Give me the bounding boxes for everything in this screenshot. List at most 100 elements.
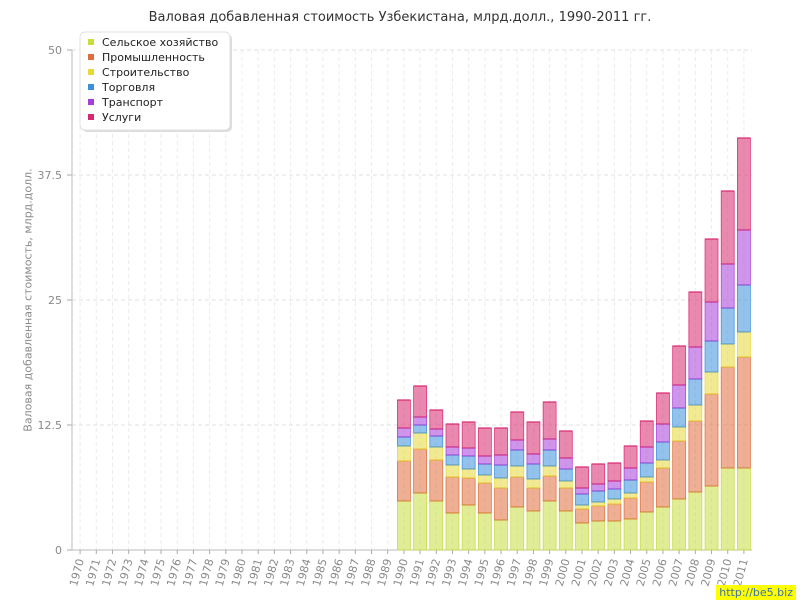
bar-segment [591, 520, 606, 551]
bar-segment [542, 475, 557, 502]
bar-segment [494, 519, 508, 551]
legend-label: Услуги [102, 111, 141, 124]
bar-segment [720, 307, 735, 345]
bar-segment [639, 420, 654, 448]
bar-segment [542, 500, 557, 551]
bar-segment [607, 480, 622, 490]
bar-segment [704, 371, 719, 395]
bar-segment [688, 404, 703, 422]
bar-segment [494, 427, 508, 456]
bar-segment [542, 438, 557, 451]
legend-box [79, 31, 231, 131]
bar-segment [477, 474, 492, 484]
bar-segment [639, 511, 654, 551]
bar-segment [397, 436, 411, 447]
bar-segment [672, 426, 687, 442]
bar-segment [656, 459, 670, 469]
bar-segment [737, 229, 751, 286]
bar-segment [720, 343, 735, 368]
bar-segment [704, 393, 719, 487]
bar-segment [720, 366, 735, 469]
bar-segment [558, 487, 573, 512]
bar-segment [494, 487, 508, 521]
bar-segment [526, 510, 541, 551]
bar-segment [607, 503, 622, 522]
bar-segment [542, 449, 557, 467]
bar-segment [461, 468, 476, 479]
bar-segment [737, 284, 751, 333]
legend-swatch [88, 69, 94, 75]
bar-segment [526, 478, 541, 489]
bar-segment [672, 345, 687, 386]
y-tick-label: 12.5 [38, 419, 63, 432]
bar-segment [494, 464, 508, 479]
legend-label: Сельское хозяйство [102, 36, 218, 49]
bar-segment [575, 508, 589, 524]
bar-segment [672, 498, 687, 551]
bar-segment [558, 480, 573, 489]
bar-segment [429, 435, 444, 448]
bar-segment [737, 356, 751, 469]
bar-segment [429, 446, 444, 461]
bar-segment [397, 460, 411, 502]
bar-segment [494, 454, 508, 466]
bar-segment [510, 465, 525, 478]
legend-label: Торговля [101, 81, 155, 94]
bar-segment [623, 445, 638, 469]
watermark-link[interactable]: http://be5.biz [716, 585, 796, 600]
bar-segment [656, 467, 670, 508]
bar-segment [688, 291, 703, 348]
bar-segment [558, 468, 573, 482]
bar-segment [575, 466, 589, 489]
bar-segment [656, 506, 670, 551]
bar-segment [639, 476, 654, 483]
bar-segment [737, 467, 751, 551]
y-tick-label: 50 [48, 44, 62, 57]
legend-swatch [88, 54, 94, 60]
bar-segment [461, 477, 476, 506]
bar-segment [510, 449, 525, 467]
bar-segment [494, 477, 508, 489]
bar-segment [445, 464, 460, 478]
bar-segment [575, 487, 589, 495]
bar-segment [413, 492, 427, 551]
bar-segment [526, 463, 541, 480]
bar-segment [704, 485, 719, 551]
bar-segment [510, 411, 525, 441]
bar-segment [526, 487, 541, 512]
bar-segment [445, 476, 460, 514]
bar-segment [558, 457, 573, 470]
legend-swatch [88, 99, 94, 105]
bar-segment [477, 427, 492, 457]
bar-segment [639, 446, 654, 464]
bar-segment [542, 401, 557, 440]
bar-segment [510, 476, 525, 508]
bar-segment [445, 454, 460, 466]
y-tick-label: 37.5 [38, 169, 63, 182]
bar-segment [623, 518, 638, 551]
bar-segment [656, 423, 670, 443]
bar-segment [413, 416, 427, 426]
bar-segment [704, 301, 719, 342]
bar-segment [542, 465, 557, 477]
bar-segment [413, 385, 427, 418]
bar-segment [397, 500, 411, 551]
bar-segment [623, 492, 638, 499]
legend-label: Строительство [102, 66, 190, 79]
bar-segment [526, 421, 541, 455]
bar-segment [413, 448, 427, 494]
legend-label: Промышленность [102, 51, 205, 64]
bar-segment [623, 479, 638, 494]
bar-segment [623, 467, 638, 481]
bar-segment [477, 512, 492, 551]
y-tick-label: 25 [48, 294, 62, 307]
bar-segment [688, 378, 703, 406]
legend-swatch [88, 39, 94, 45]
bar-segment [397, 399, 411, 429]
bar-segment [591, 483, 606, 492]
bar-segment [672, 384, 687, 409]
bar-segment [591, 505, 606, 522]
bar-segment [720, 263, 735, 309]
bar-segment [445, 446, 460, 456]
